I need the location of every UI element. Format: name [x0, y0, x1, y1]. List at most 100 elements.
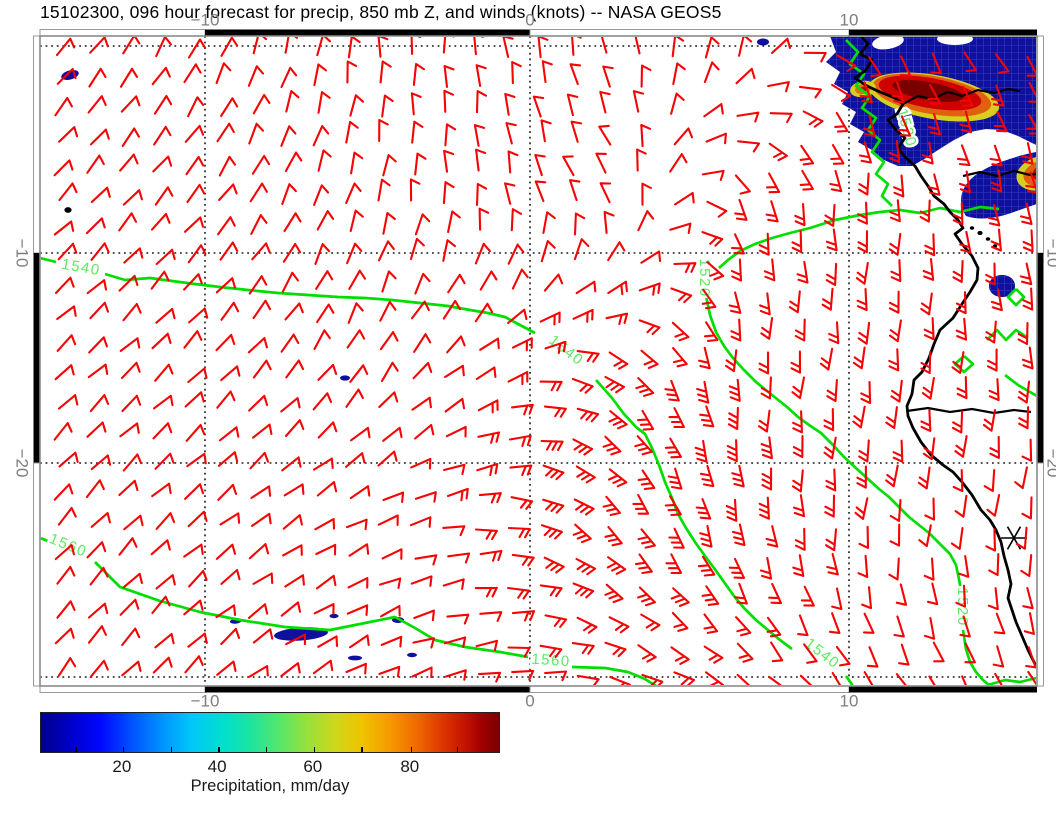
wind-barb [576, 674, 600, 685]
wind-barb [1022, 229, 1034, 253]
wind-barb [758, 232, 770, 256]
axis-band-white [39, 29, 206, 37]
wind-barb [796, 260, 809, 284]
wind-barb [313, 184, 330, 206]
wind-barb [608, 351, 629, 370]
wind-barb [543, 405, 567, 418]
wind-barb [830, 144, 845, 165]
contour-1520 [961, 629, 991, 685]
wind-barb [55, 37, 76, 57]
wind-barb [280, 333, 300, 353]
wind-barb [924, 497, 936, 521]
wind-barb [379, 331, 399, 351]
wind-barb [919, 199, 931, 223]
wind-barb [346, 60, 358, 84]
wind-barb [637, 528, 656, 549]
wind-barb [474, 242, 491, 265]
wind-barb [542, 464, 565, 481]
wind-barb [315, 270, 334, 290]
wind-barb [766, 616, 782, 638]
wind-barb [859, 81, 873, 104]
axis-band-white [1036, 35, 1044, 254]
wind-barb [87, 363, 109, 379]
wind-barb [540, 119, 552, 143]
wind-barb [923, 557, 935, 581]
wind-barb [921, 141, 934, 165]
wind-barb [444, 123, 457, 147]
wind-barb [1018, 406, 1030, 430]
wind-barb [863, 671, 874, 685]
island [969, 226, 975, 230]
wind-barb [1026, 55, 1036, 77]
wind-barb [758, 351, 770, 375]
wind-barb [85, 217, 106, 235]
wind-barb [250, 485, 272, 499]
wind-barb [119, 422, 140, 438]
wind-barb [769, 112, 793, 124]
contour-1560 [41, 536, 57, 546]
wind-barb [345, 388, 364, 408]
wind-barb [57, 506, 77, 526]
wind-barb [858, 525, 870, 549]
wind-barb [954, 435, 968, 458]
wind-barb [893, 174, 905, 198]
wind-barb [345, 182, 362, 204]
wind-barb [609, 675, 631, 685]
wind-barb [858, 141, 872, 164]
wind-barb [118, 537, 138, 556]
wind-barb [793, 494, 806, 518]
wind-barb [252, 423, 273, 439]
wind-barb [316, 37, 332, 57]
wind-barb [604, 641, 627, 658]
wind-barb [699, 464, 715, 488]
wind-barb [412, 637, 435, 649]
wind-barb [572, 308, 594, 323]
wind-barb [252, 93, 271, 115]
wind-barb [885, 464, 899, 488]
wind-barb [544, 340, 567, 355]
wind-barb [215, 277, 236, 294]
wind-barb [474, 302, 494, 323]
wind-barb [758, 496, 770, 520]
wind-barb [952, 259, 964, 283]
wind-barb [703, 103, 724, 118]
wind-barb [251, 512, 272, 527]
wind-barb [345, 518, 368, 531]
contour-label: 1520 [696, 258, 713, 297]
wind-barb [759, 556, 773, 580]
wind-barb [507, 371, 529, 386]
axis-label: −20 [13, 449, 32, 478]
wind-barb [539, 311, 561, 326]
island [977, 230, 983, 236]
coastline-layer [64, 37, 1036, 669]
wind-barb [737, 140, 761, 153]
wind-barb [89, 659, 109, 679]
wind-barb [504, 92, 516, 116]
wind-barb [184, 655, 204, 674]
wind-barb [382, 154, 397, 177]
wind-barb [918, 524, 932, 548]
wind-barb [665, 553, 683, 575]
wind-barb [667, 467, 683, 490]
wind-barb [219, 241, 239, 261]
wind-barb [731, 464, 745, 488]
wind-barb [917, 466, 931, 490]
wind-barb [697, 555, 716, 577]
wind-barb [312, 392, 333, 411]
wind-barb [411, 666, 433, 679]
wind-barb [57, 394, 79, 410]
wind-barb [544, 614, 568, 628]
wind-barb [380, 604, 401, 618]
wind-barb [509, 464, 533, 477]
wind-barb [350, 151, 364, 175]
wind-barb [285, 633, 307, 646]
wind-barb [381, 548, 403, 560]
wind-barb [638, 319, 661, 336]
wind-barb [285, 359, 305, 379]
wind-barb [951, 351, 965, 374]
plot-border [39, 35, 1038, 687]
wind-barb [792, 554, 805, 577]
wind-barb [217, 216, 236, 236]
wind-barb [314, 243, 331, 265]
wind-barb [888, 319, 902, 343]
